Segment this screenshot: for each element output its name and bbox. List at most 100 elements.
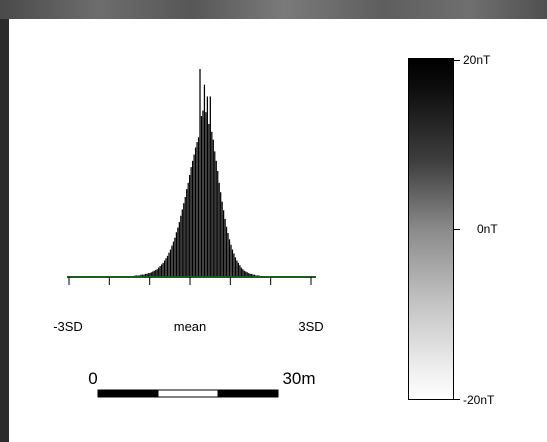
histogram-bar <box>249 273 251 277</box>
histogram-bar <box>236 260 238 277</box>
scale-bar-segment-2 <box>157 389 219 398</box>
colorbar <box>408 58 454 400</box>
histogram-bar <box>223 210 225 277</box>
histogram-bar <box>237 262 240 277</box>
histogram-bar <box>186 189 188 277</box>
histogram-bar <box>245 271 247 277</box>
histogram-bar <box>251 273 253 277</box>
histogram-bar <box>214 151 216 277</box>
histogram-bar <box>144 273 147 277</box>
histogram-bar <box>184 196 186 277</box>
x-tick-label-3sd: 3SD <box>298 319 323 334</box>
histogram-bar <box>224 218 226 277</box>
histogram-bar <box>190 167 192 277</box>
histogram-bar <box>140 274 142 277</box>
histogram-bar <box>150 272 152 277</box>
histogram-bar <box>183 203 185 277</box>
histogram-bar <box>147 273 149 277</box>
histogram-bar <box>171 245 173 277</box>
histogram-bar <box>227 233 229 277</box>
histogram-bar <box>141 274 144 277</box>
x-tick-label-minus3sd: -3SD <box>53 319 83 334</box>
histogram-bar <box>169 249 172 277</box>
histogram-bar <box>243 270 245 277</box>
histogram-bar <box>174 237 176 277</box>
histogram-bar <box>194 147 197 277</box>
colorbar-label-bottom: -20nT <box>463 393 495 407</box>
histogram-bar <box>242 269 244 277</box>
histogram-bar <box>217 171 219 277</box>
histogram-bar <box>252 274 254 277</box>
top-image-strip <box>0 0 547 19</box>
colorbar-label-top: 20nT <box>463 53 491 67</box>
scale-bar-segment-1 <box>97 389 159 398</box>
histogram-bar <box>240 267 242 277</box>
histogram-bar <box>254 274 256 277</box>
histogram-bar <box>162 262 164 277</box>
scale-bar-segment-3 <box>217 389 279 398</box>
histogram-bar <box>230 244 232 277</box>
histogram-bar <box>206 96 209 277</box>
x-tick-label-mean: mean <box>174 319 207 334</box>
histogram-bar <box>205 112 207 277</box>
histogram-bar <box>161 264 163 277</box>
colorbar-tick-top <box>454 60 460 61</box>
histogram-bar <box>197 137 200 277</box>
histogram-bar <box>156 269 158 277</box>
histogram-bar <box>203 84 206 277</box>
histogram-bar <box>233 253 235 277</box>
histogram-bar <box>172 241 175 277</box>
histogram-bar <box>220 192 222 277</box>
histogram-bar <box>221 201 223 277</box>
histogram-bar <box>175 232 178 277</box>
histogram-bar <box>248 273 250 277</box>
histogram-bar <box>200 116 203 277</box>
scale-bar-start-label: 0 <box>88 369 97 388</box>
histogram-bar <box>228 239 231 277</box>
histogram-bar <box>155 269 157 277</box>
histogram-bar <box>146 273 148 277</box>
histogram-bar <box>209 96 211 277</box>
scale-bar-end-label: 30m <box>282 369 315 388</box>
histogram-bar <box>152 271 154 277</box>
histogram-bar <box>193 154 195 277</box>
histogram-bar <box>168 252 170 277</box>
histogram-bar <box>212 139 214 277</box>
histogram-bar <box>153 270 155 277</box>
histogram-ticks <box>68 277 312 285</box>
histogram-bar <box>192 160 194 277</box>
histogram-bar <box>234 257 237 277</box>
histogram-bar <box>231 249 234 277</box>
histogram-bar <box>218 182 220 277</box>
histogram-bar <box>189 174 191 277</box>
left-image-border <box>0 19 9 442</box>
histogram-bar <box>143 274 145 277</box>
histogram-bar <box>159 266 161 277</box>
colorbar-label-middle: 0nT <box>477 222 498 236</box>
histogram-bar <box>215 160 217 277</box>
histogram-bar <box>187 182 189 277</box>
histogram-bar <box>165 258 167 277</box>
histogram-bar <box>177 227 179 277</box>
histogram-bar <box>202 110 204 277</box>
histogram-bar <box>181 209 183 277</box>
histogram-bar <box>211 131 213 277</box>
histogram-bar <box>199 69 201 277</box>
histogram-bar <box>196 142 198 277</box>
histogram-bar <box>239 265 241 277</box>
colorbar-tick-bottom <box>454 399 460 400</box>
histogram-bar <box>246 272 248 277</box>
histogram-bars <box>127 69 268 277</box>
histogram-bar <box>178 222 180 277</box>
histogram-bar <box>163 260 166 277</box>
histogram-bar <box>208 123 210 277</box>
histogram-bar <box>149 273 151 277</box>
histogram-bar <box>225 226 228 277</box>
histogram-bar <box>166 255 169 277</box>
colorbar-tick-middle <box>454 229 460 230</box>
histogram-bar <box>158 267 160 277</box>
histogram-bar <box>180 215 182 277</box>
